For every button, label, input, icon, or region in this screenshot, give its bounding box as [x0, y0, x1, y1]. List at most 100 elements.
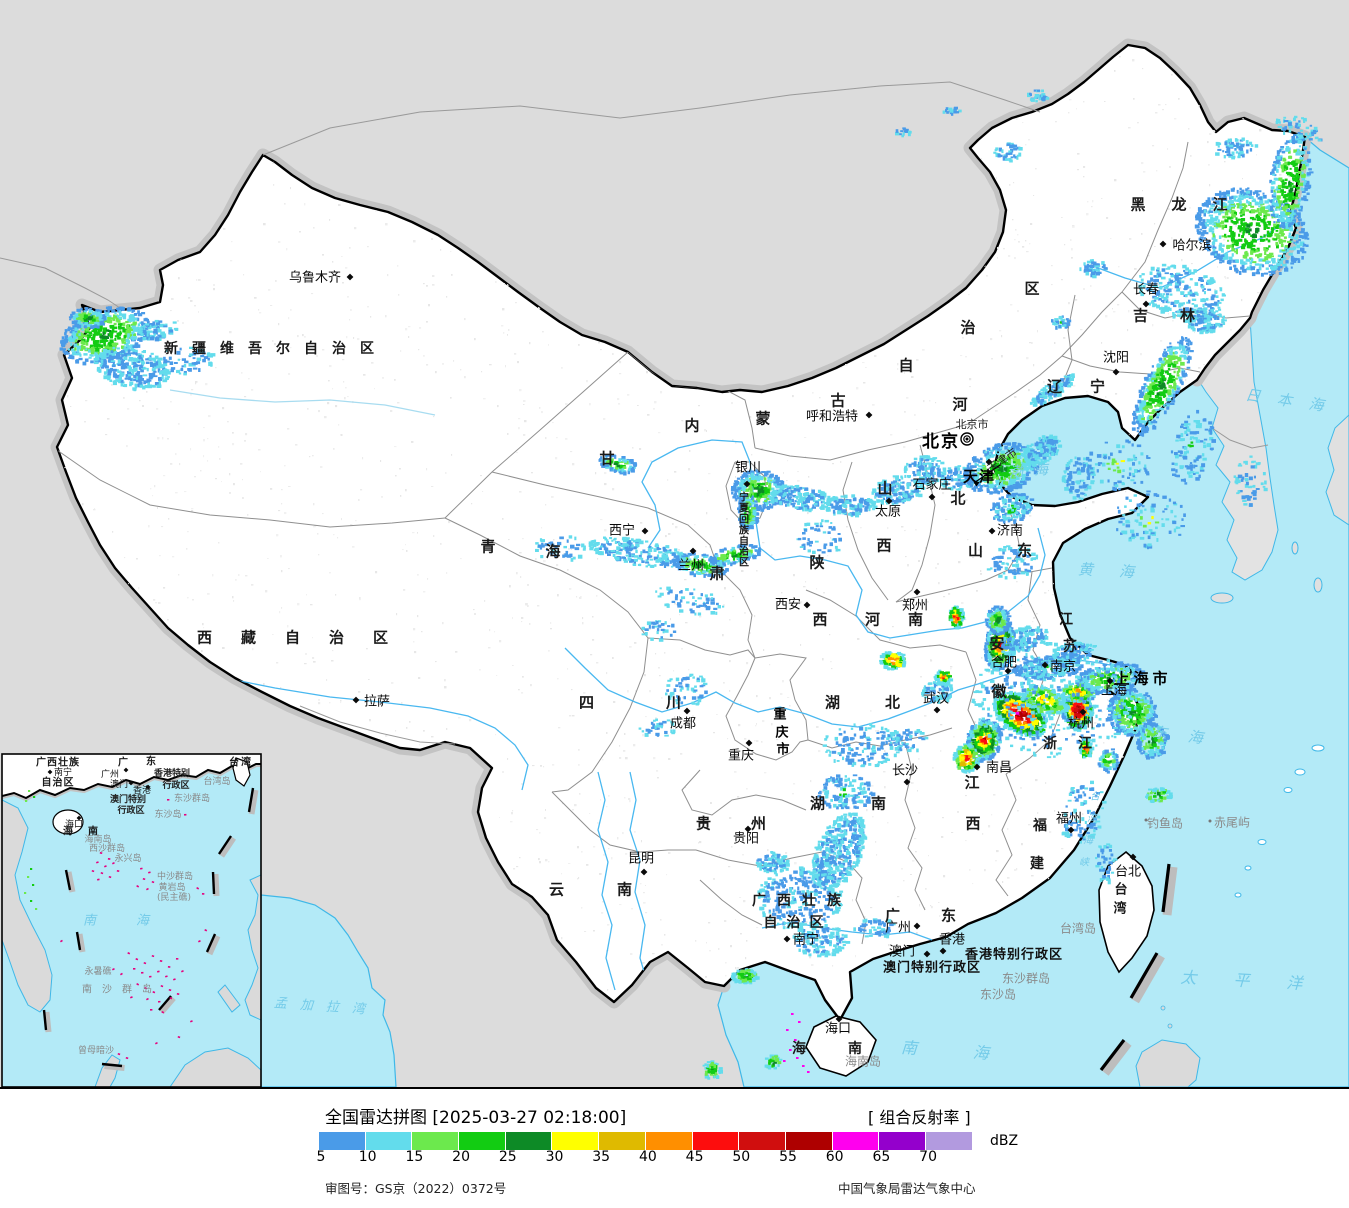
gray-label: 东沙群岛 [1002, 970, 1050, 985]
prov-label: 台 [1114, 882, 1127, 898]
igray-label: 永暑礁 [84, 965, 111, 977]
muni-label: 天津 [963, 467, 995, 485]
unit-label: dBZ [990, 1133, 1019, 1149]
prov-label: 肃 [709, 564, 724, 582]
igray-label: 南沙群岛 [82, 983, 162, 996]
legend-tick: 20 [452, 1149, 471, 1165]
approval-number: 审图号：GS京（2022）0372号 [325, 1181, 507, 1196]
prov-label: 浙江 [1043, 735, 1113, 752]
prov-label: 河南 [865, 610, 951, 628]
city-label: 长沙 [892, 764, 918, 779]
city-label: 海口 [825, 1022, 851, 1037]
prov-label: 湖南 [810, 794, 932, 812]
iprov-label: 南 [88, 825, 98, 838]
igray-label: 海南岛 [84, 833, 111, 845]
prov-label: 治 [960, 318, 975, 336]
isea-label: 南海 [83, 914, 189, 929]
legend-swatch [505, 1132, 553, 1150]
city-dot [928, 493, 936, 501]
city-dot [352, 696, 360, 704]
map-title: 全国雷达拼图 [2025-03-27 02:18:00] [325, 1108, 627, 1128]
prov-label: 福 [1032, 817, 1047, 834]
icity-label: 海口 [65, 818, 83, 830]
city-dot [1079, 708, 1087, 716]
legend-tick: 50 [732, 1149, 751, 1165]
gray-label: 赤尾屿 [1214, 815, 1250, 829]
sea-label: 黄海 [1078, 560, 1161, 582]
igray-label: 东沙群岛 [174, 792, 210, 804]
sea-label: 湾 [1087, 813, 1099, 825]
prov-label: 吉林 [1133, 306, 1227, 324]
prov-label: 区 [739, 557, 749, 569]
prov-label: 自 [898, 356, 913, 374]
city-label: 广州 [885, 921, 911, 936]
boundary-dash-segments [1099, 863, 1178, 1076]
reef-markers [59, 798, 208, 1060]
spec-label: 澳门特别行政区 [883, 960, 981, 976]
muni-label: 北京 [922, 431, 960, 452]
city-label: 澳门 [889, 944, 915, 960]
igray-label: 西沙群岛 [89, 842, 125, 854]
prov-label: 内 [684, 416, 699, 434]
city-label: 合肥 [991, 656, 1017, 671]
foreign-borders [0, 81, 1269, 745]
prov-label: 西 [876, 536, 891, 554]
gray-label: 钓鱼岛 [1147, 815, 1183, 830]
icity-label: 南宁 [54, 766, 72, 778]
city-dot [1129, 853, 1137, 861]
prov-label: 海南 [792, 1040, 904, 1057]
legend-tick: 10 [358, 1149, 377, 1165]
taiwan-island [1098, 850, 1155, 974]
prov-label: 甘 [599, 449, 614, 467]
prov-label: 蒙 [755, 409, 770, 427]
legend-swatch [412, 1132, 460, 1150]
prov-label: 宁 [739, 491, 749, 504]
colorbar [319, 1132, 973, 1150]
legend-tick: 15 [405, 1149, 424, 1165]
legend-swatch [832, 1132, 880, 1150]
city-label: 西安 [775, 598, 801, 613]
legend-swatch [645, 1132, 693, 1150]
city-dot [1004, 667, 1012, 675]
iprov-label: 广 [118, 756, 128, 769]
legend-tick: 65 [872, 1149, 891, 1165]
city-label: 贵阳 [733, 832, 759, 847]
prov-label: 苏 [1063, 638, 1077, 655]
radar-echo-layer [59, 89, 1323, 1080]
legend-swatch [552, 1132, 600, 1150]
city-dot [1142, 300, 1150, 308]
ispec-label: 行政区 [161, 779, 189, 791]
china-landmass [55, 43, 1307, 1022]
iprov-label: 台湾 [229, 756, 253, 769]
gray-label: 台湾岛 [1060, 920, 1096, 935]
city-dot [1112, 368, 1120, 376]
prov-label: 建 [1030, 855, 1044, 872]
legend-swatch [739, 1132, 786, 1150]
ispec-label: 澳门特别 [110, 793, 146, 805]
muni-label: 上海市 [1114, 669, 1171, 687]
prov-label: 江 [964, 773, 979, 791]
city-dot [744, 825, 752, 833]
city-markers [346, 240, 1167, 1023]
city-dot [641, 527, 649, 535]
legend-swatch [879, 1132, 926, 1150]
prov-label: 古 [830, 391, 845, 409]
prov-label: 北 [950, 489, 965, 507]
city-dot [865, 411, 873, 419]
city-dot [803, 601, 811, 609]
sea-label: 海 [1083, 835, 1095, 847]
city-dot [689, 547, 697, 555]
city-dot [346, 273, 354, 281]
prov-label: 自治区 [764, 914, 833, 931]
prov-label: 广西壮族 [752, 892, 852, 909]
product-label: [ 组合反射率 ] [868, 1108, 971, 1127]
city-label: 长春 [1133, 283, 1159, 298]
gray-label: 海南岛 [845, 1053, 881, 1068]
icity-label: 澳门 [110, 778, 128, 790]
small-islands [1144, 744, 1325, 898]
prov-label: 区 [1024, 279, 1039, 297]
city-dot [913, 588, 921, 596]
city-label: 西宁 [609, 523, 635, 539]
city-label: 南宁 [793, 932, 819, 948]
